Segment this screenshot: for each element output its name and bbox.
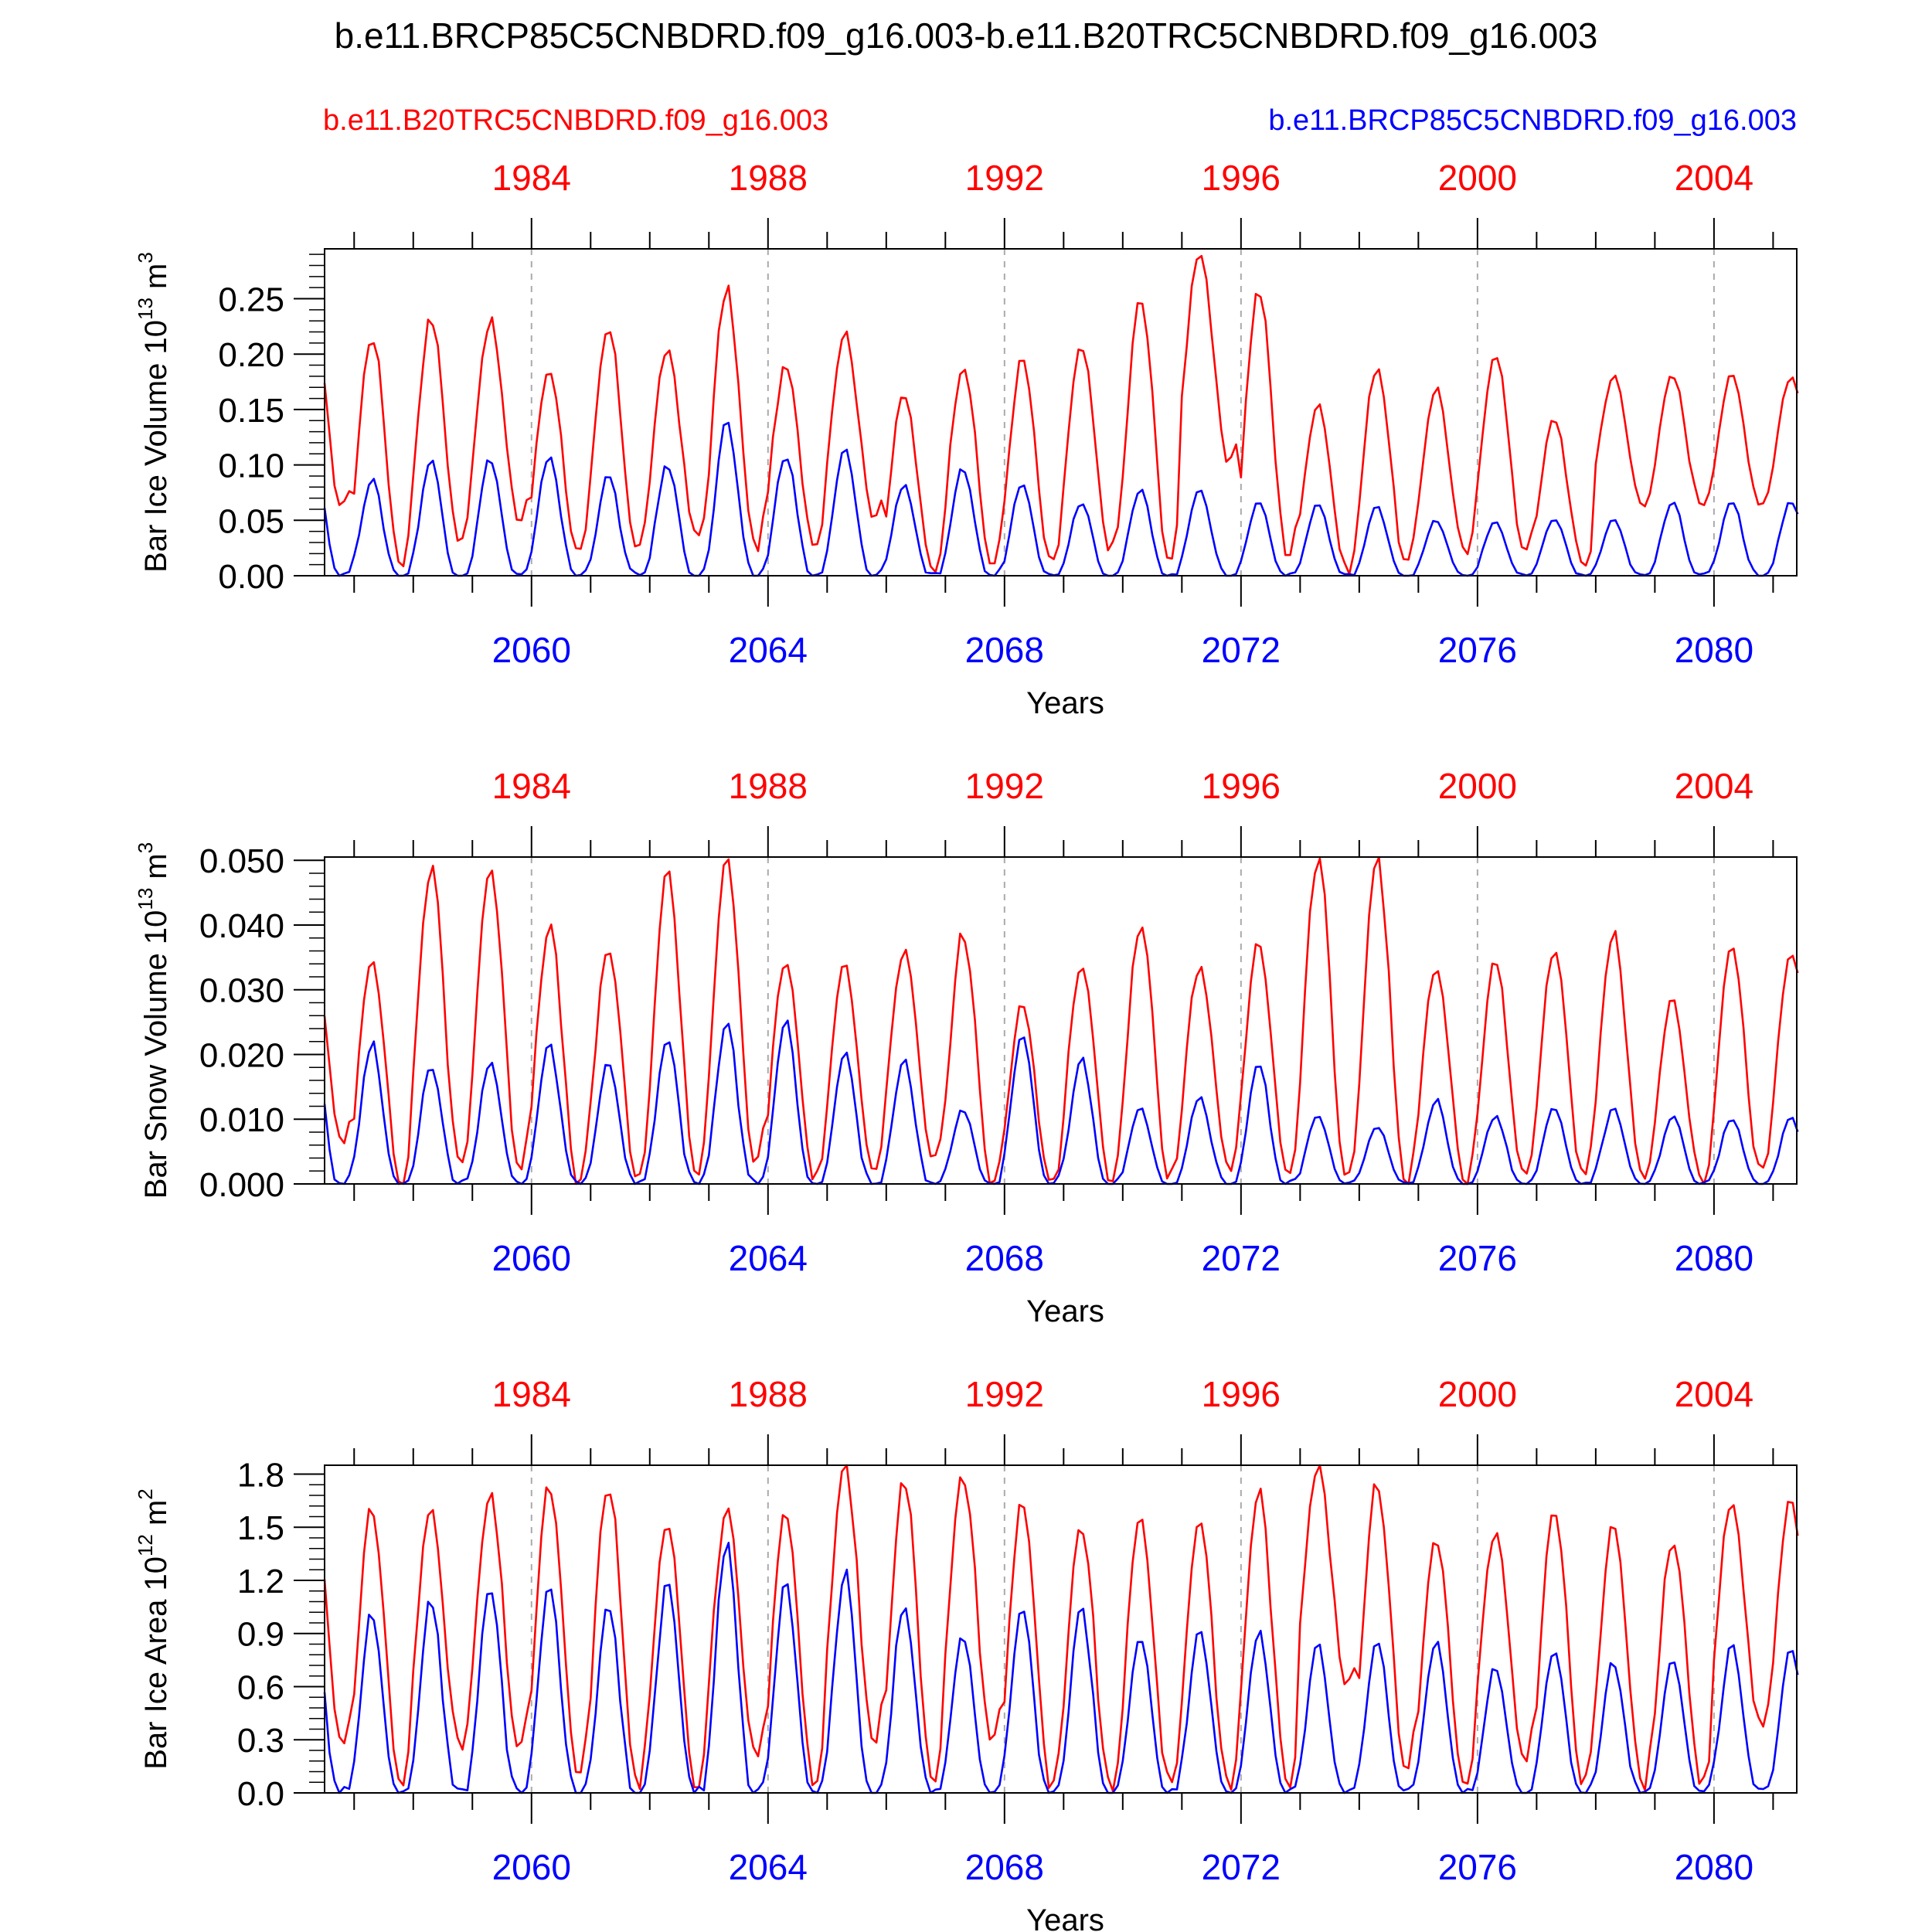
y-axis-label: Bar Snow Volume 1013 m3 — [134, 842, 173, 1199]
series-line-blue — [323, 1542, 1799, 1794]
y-axis-label-text: Bar Snow Volume 10 — [139, 910, 173, 1199]
x-top-tick-label: 1992 — [965, 1374, 1044, 1414]
y-axis-label-unit: m — [139, 264, 173, 298]
x-bottom-tick-label: 2072 — [1202, 1847, 1281, 1887]
y-tick-label: 0.9 — [237, 1616, 284, 1654]
panel-3: 0.0 0.3 0.6 0.9 1.2 1.5 1.8 2060 2064 2068 2072 207… — [134, 1374, 1799, 1932]
x-top-tick-label: 2000 — [1438, 1374, 1517, 1414]
x-bottom-tick-label: 2068 — [965, 1847, 1044, 1887]
x-axis-label: Years — [1026, 686, 1104, 720]
series-line-blue — [323, 1019, 1799, 1185]
x-top-tick-label: 2000 — [1438, 158, 1517, 198]
y-axis-label-unit: m — [139, 1500, 173, 1534]
legend-blue-label: b.e11.BRCP85C5CNBDRD.f09_g16.003 — [1268, 104, 1797, 137]
x-bottom-tick-label: 2080 — [1675, 630, 1753, 670]
y-tick-label: 0.010 — [199, 1101, 284, 1139]
y-tick-label: 1.5 — [237, 1509, 284, 1547]
series-line-red — [323, 1464, 1799, 1792]
x-top-tick-label: 1988 — [729, 766, 808, 806]
y-tick-label: 0.0 — [237, 1775, 284, 1813]
y-axis-label-text: Bar Ice Area 10 — [139, 1556, 173, 1770]
x-bottom-tick-label: 2064 — [729, 630, 808, 670]
x-bottom-tick-label: 2076 — [1438, 1847, 1517, 1887]
plot-frame — [324, 856, 1798, 1185]
x-bottom-tick-label: 2064 — [729, 1847, 808, 1887]
x-top-tick-label: 1988 — [729, 158, 808, 198]
x-bottom-tick-label: 2080 — [1675, 1238, 1753, 1278]
x-top-tick-label: 2004 — [1675, 1374, 1753, 1414]
series-line-red — [323, 856, 1799, 1185]
x-top-tick-label: 1984 — [492, 158, 571, 198]
y-axis-label-exponent: 13 — [134, 298, 157, 320]
x-top-tick-label: 2004 — [1675, 766, 1753, 806]
y-axis-label-unit: m — [139, 853, 173, 887]
y-tick-label: 0.000 — [199, 1166, 284, 1204]
plot-frame — [324, 1464, 1798, 1794]
series-line-blue — [323, 421, 1799, 577]
x-bottom-tick-label: 2076 — [1438, 630, 1517, 670]
legend-red-label: b.e11.B20TRC5CNBDRD.f09_g16.003 — [323, 104, 828, 137]
x-bottom-tick-label: 2060 — [492, 1238, 571, 1278]
y-tick-label: 0.15 — [218, 392, 284, 430]
panel-1: 0.00 0.05 0.10 0.15 0.20 0.25 2060 2064 2068 2072… — [134, 158, 1799, 720]
y-tick-label: 1.2 — [237, 1563, 284, 1600]
x-top-tick-label: 1996 — [1202, 766, 1281, 806]
x-top-tick-label: 2000 — [1438, 766, 1517, 806]
x-bottom-tick-label: 2080 — [1675, 1847, 1753, 1887]
y-tick-label: 1.8 — [237, 1456, 284, 1494]
x-bottom-tick-label: 2072 — [1202, 630, 1281, 670]
x-bottom-tick-label: 2068 — [965, 630, 1044, 670]
x-axis-label: Years — [1026, 1903, 1104, 1932]
y-tick-label: 0.020 — [199, 1036, 284, 1074]
y-tick-label: 0.030 — [199, 972, 284, 1010]
x-bottom-tick-label: 2060 — [492, 630, 571, 670]
x-top-tick-label: 1992 — [965, 158, 1044, 198]
y-tick-label: 0.050 — [199, 842, 284, 880]
y-tick-label: 0.20 — [218, 336, 284, 374]
x-top-tick-label: 1992 — [965, 766, 1044, 806]
y-axis-label-unit-exponent: 3 — [134, 842, 157, 853]
x-bottom-tick-label: 2060 — [492, 1847, 571, 1887]
x-top-tick-label: 1984 — [492, 1374, 571, 1414]
y-axis-label: Bar Ice Volume 1013 m3 — [134, 252, 173, 573]
y-tick-label: 0.040 — [199, 907, 284, 945]
x-top-tick-label: 1988 — [729, 1374, 808, 1414]
y-axis-label-text: Bar Ice Volume 10 — [139, 320, 173, 573]
x-bottom-tick-label: 2064 — [729, 1238, 808, 1278]
x-top-tick-label: 1996 — [1202, 1374, 1281, 1414]
x-top-tick-label: 2004 — [1675, 158, 1753, 198]
y-axis-label-unit-exponent: 3 — [134, 252, 157, 263]
x-top-tick-label: 1984 — [492, 766, 571, 806]
x-bottom-tick-label: 2072 — [1202, 1238, 1281, 1278]
panel-2: 0.000 0.010 0.020 0.030 0.040 0.050 2060 2064 20… — [134, 766, 1799, 1328]
y-tick-label: 0.3 — [237, 1722, 284, 1760]
y-axis-label-exponent: 13 — [134, 888, 157, 910]
y-axis-label: Bar Ice Area 1012 m2 — [134, 1488, 173, 1770]
plot-frame — [324, 248, 1798, 577]
y-tick-label: 0.25 — [218, 281, 284, 319]
y-axis-label-unit-exponent: 2 — [134, 1488, 157, 1499]
x-bottom-tick-label: 2068 — [965, 1238, 1044, 1278]
x-bottom-tick-label: 2076 — [1438, 1238, 1517, 1278]
figure-title: b.e11.BRCP85C5CNBDRD.f09_g16.003-b.e11.B… — [335, 15, 1598, 56]
y-axis-label-exponent: 12 — [134, 1534, 157, 1556]
x-axis-label: Years — [1026, 1294, 1104, 1328]
y-tick-label: 0.05 — [218, 502, 284, 540]
x-top-tick-label: 1996 — [1202, 158, 1281, 198]
y-tick-label: 0.00 — [218, 558, 284, 596]
series-line-red — [323, 254, 1799, 575]
y-tick-label: 0.10 — [218, 447, 284, 485]
y-tick-label: 0.6 — [237, 1668, 284, 1706]
